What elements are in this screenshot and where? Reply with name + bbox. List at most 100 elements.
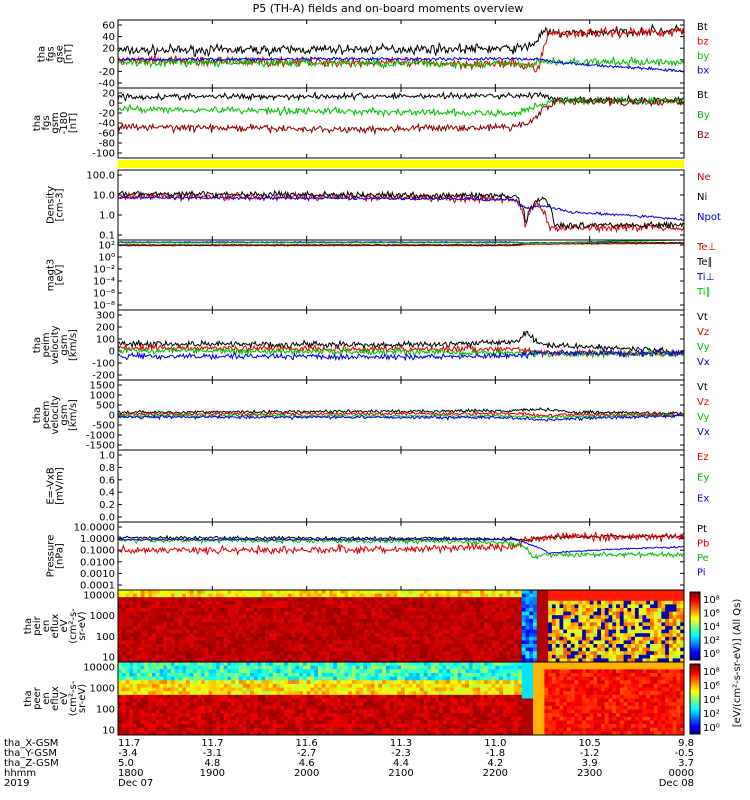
spectrogram-cell <box>261 654 266 659</box>
spectrogram-cell <box>280 705 285 710</box>
spectrogram-cell <box>597 636 602 641</box>
spectrogram-cell <box>125 608 130 612</box>
spectrogram-cell <box>370 622 375 627</box>
spectrogram-cell <box>227 590 232 594</box>
spectrogram-cell <box>299 597 304 602</box>
spectrogram-cell <box>329 622 334 627</box>
series-line-bx <box>118 56 684 73</box>
spectrogram-cell <box>250 694 255 699</box>
spectrogram-cell <box>204 640 209 645</box>
spectrogram-cell <box>163 618 168 623</box>
spectrogram-cell <box>329 698 334 703</box>
spectrogram-cell <box>257 731 262 736</box>
spectrogram-cell <box>672 622 677 627</box>
spectrogram-cell <box>563 590 568 594</box>
spectrogram-cell <box>457 636 462 641</box>
spectrogram-cell <box>657 615 662 620</box>
spectrogram-cell <box>302 618 308 623</box>
spectrogram-cell <box>246 626 251 630</box>
spectrogram-cell <box>208 698 213 703</box>
spectrogram-cell <box>185 698 191 703</box>
spectrogram-cell <box>351 727 357 732</box>
spectrogram-cell <box>634 636 640 641</box>
spectrogram-cell <box>272 604 277 609</box>
spectrogram-cell <box>223 683 228 688</box>
spectrogram-cell <box>510 647 515 652</box>
spectrogram-cell <box>412 622 417 627</box>
spectrogram-cell <box>163 593 168 598</box>
spectrogram-cell <box>216 647 221 652</box>
spectrogram-cell <box>495 604 500 609</box>
spectrogram-cell <box>370 651 375 656</box>
spectrogram-cell <box>310 662 315 667</box>
spectrogram-cell <box>397 720 402 725</box>
spectrogram-cell <box>291 672 296 677</box>
spectrogram-cell <box>125 590 130 594</box>
spectrogram-cell <box>310 651 315 656</box>
spectrogram-cell <box>144 705 149 710</box>
spectrogram-cell <box>563 600 568 605</box>
spectrogram-cell <box>227 608 232 612</box>
spectrogram-cell <box>317 600 323 605</box>
spectrogram-cell <box>299 658 304 663</box>
spectrogram-cell <box>148 680 153 685</box>
spectrogram-cell <box>121 651 126 656</box>
spectrogram-cell <box>333 644 338 648</box>
spectrogram-cell <box>234 702 240 707</box>
spectrogram-cell <box>325 669 330 674</box>
spectrogram-cell <box>268 608 274 612</box>
spectrogram-cell <box>317 633 323 638</box>
spectrogram-cell <box>310 702 315 707</box>
spectrogram-cell <box>325 705 330 710</box>
spectrogram-cell <box>397 651 402 656</box>
spectrogram-cell <box>121 622 126 627</box>
spectrogram-cell <box>431 644 436 648</box>
spectrogram-cell <box>563 636 568 641</box>
spectrogram-cell <box>563 629 568 634</box>
spectrogram-cell <box>344 651 349 656</box>
spectrogram-cell <box>238 662 243 667</box>
spectrogram-cell <box>329 705 334 710</box>
spectrogram-cell <box>412 654 417 659</box>
spectrogram-cell <box>348 724 353 729</box>
spectrogram-cell <box>223 654 228 659</box>
spectrogram-cell <box>148 683 153 688</box>
spectrogram-cell <box>676 604 681 609</box>
spectrogram-cell <box>204 665 209 670</box>
spectrogram-cell <box>295 626 300 630</box>
spectrogram-cell <box>144 636 149 641</box>
spectrogram-cell <box>367 720 372 725</box>
spectrogram-cell <box>506 622 511 627</box>
spectrogram-cell <box>276 676 281 681</box>
spectrogram-cell <box>529 622 534 627</box>
spectrogram-cell <box>212 611 217 616</box>
spectrogram-cell <box>608 633 613 638</box>
spectrogram-cell <box>118 647 123 652</box>
spectrogram-cell <box>302 608 308 612</box>
spectrogram-cell <box>238 680 243 685</box>
spectrogram-cell <box>442 600 447 605</box>
spectrogram-cell <box>404 724 409 729</box>
spectrogram-cell <box>514 608 519 612</box>
spectrogram-cell <box>340 727 345 732</box>
spectrogram-cell <box>246 633 251 638</box>
spectrogram-cell <box>348 702 353 707</box>
spectrogram-cell <box>495 593 500 598</box>
spectrogram-cell <box>291 705 296 710</box>
spectrogram-cell <box>280 647 285 652</box>
spectrogram-cell <box>265 669 270 674</box>
spectrogram-cell <box>276 727 281 732</box>
spectrogram-cell <box>197 593 202 598</box>
spectrogram-cell <box>434 622 440 627</box>
spectrogram-cell <box>378 731 383 736</box>
spectrogram-cell <box>201 590 206 594</box>
spectrogram-cell <box>329 611 334 616</box>
spectrogram-cell <box>385 618 391 623</box>
spectrogram-cell <box>291 691 296 696</box>
spectrogram-cell <box>151 727 157 732</box>
spectrogram-cell <box>185 615 191 620</box>
spectrogram-cell <box>370 593 375 598</box>
spectrogram-cell <box>151 626 157 630</box>
spectrogram-cell <box>468 640 474 645</box>
spectrogram-cell <box>253 626 259 630</box>
